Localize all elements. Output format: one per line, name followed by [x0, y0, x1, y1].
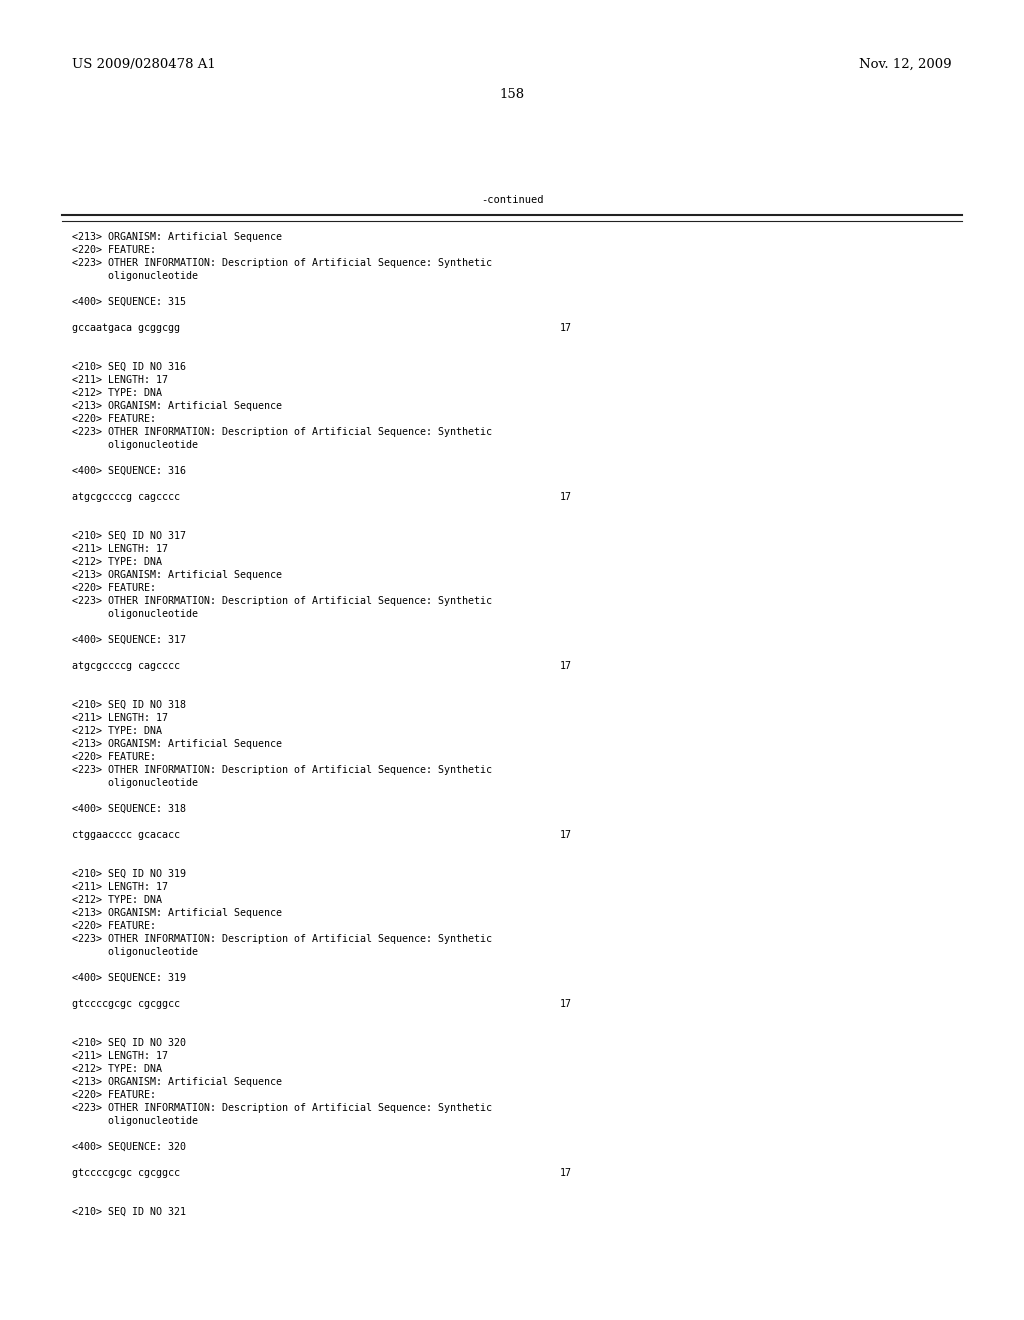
Text: 17: 17 — [560, 999, 572, 1008]
Text: oligonucleotide: oligonucleotide — [72, 440, 198, 450]
Text: <223> OTHER INFORMATION: Description of Artificial Sequence: Synthetic: <223> OTHER INFORMATION: Description of … — [72, 766, 492, 775]
Text: oligonucleotide: oligonucleotide — [72, 609, 198, 619]
Text: ctggaacccc gcacacc: ctggaacccc gcacacc — [72, 830, 180, 840]
Text: <210> SEQ ID NO 316: <210> SEQ ID NO 316 — [72, 362, 186, 372]
Text: US 2009/0280478 A1: US 2009/0280478 A1 — [72, 58, 216, 71]
Text: 17: 17 — [560, 830, 572, 840]
Text: Nov. 12, 2009: Nov. 12, 2009 — [859, 58, 952, 71]
Text: oligonucleotide: oligonucleotide — [72, 946, 198, 957]
Text: 17: 17 — [560, 1168, 572, 1177]
Text: gccaatgaca gcggcgg: gccaatgaca gcggcgg — [72, 323, 180, 333]
Text: oligonucleotide: oligonucleotide — [72, 1115, 198, 1126]
Text: <212> TYPE: DNA: <212> TYPE: DNA — [72, 557, 162, 568]
Text: <400> SEQUENCE: 317: <400> SEQUENCE: 317 — [72, 635, 186, 645]
Text: oligonucleotide: oligonucleotide — [72, 271, 198, 281]
Text: <223> OTHER INFORMATION: Description of Artificial Sequence: Synthetic: <223> OTHER INFORMATION: Description of … — [72, 257, 492, 268]
Text: atgcgccccg cagcccc: atgcgccccg cagcccc — [72, 492, 180, 502]
Text: 158: 158 — [500, 88, 524, 102]
Text: 17: 17 — [560, 661, 572, 671]
Text: <211> LENGTH: 17: <211> LENGTH: 17 — [72, 544, 168, 554]
Text: <211> LENGTH: 17: <211> LENGTH: 17 — [72, 375, 168, 385]
Text: 17: 17 — [560, 492, 572, 502]
Text: <220> FEATURE:: <220> FEATURE: — [72, 921, 156, 931]
Text: <210> SEQ ID NO 317: <210> SEQ ID NO 317 — [72, 531, 186, 541]
Text: <210> SEQ ID NO 321: <210> SEQ ID NO 321 — [72, 1206, 186, 1217]
Text: gtccccgcgc cgcggcc: gtccccgcgc cgcggcc — [72, 1168, 180, 1177]
Text: <400> SEQUENCE: 315: <400> SEQUENCE: 315 — [72, 297, 186, 308]
Text: <210> SEQ ID NO 320: <210> SEQ ID NO 320 — [72, 1038, 186, 1048]
Text: <223> OTHER INFORMATION: Description of Artificial Sequence: Synthetic: <223> OTHER INFORMATION: Description of … — [72, 597, 492, 606]
Text: <213> ORGANISM: Artificial Sequence: <213> ORGANISM: Artificial Sequence — [72, 401, 282, 411]
Text: <220> FEATURE:: <220> FEATURE: — [72, 752, 156, 762]
Text: <220> FEATURE:: <220> FEATURE: — [72, 246, 156, 255]
Text: <223> OTHER INFORMATION: Description of Artificial Sequence: Synthetic: <223> OTHER INFORMATION: Description of … — [72, 426, 492, 437]
Text: <211> LENGTH: 17: <211> LENGTH: 17 — [72, 1051, 168, 1061]
Text: <213> ORGANISM: Artificial Sequence: <213> ORGANISM: Artificial Sequence — [72, 232, 282, 242]
Text: <210> SEQ ID NO 319: <210> SEQ ID NO 319 — [72, 869, 186, 879]
Text: <400> SEQUENCE: 318: <400> SEQUENCE: 318 — [72, 804, 186, 814]
Text: <213> ORGANISM: Artificial Sequence: <213> ORGANISM: Artificial Sequence — [72, 739, 282, 748]
Text: <211> LENGTH: 17: <211> LENGTH: 17 — [72, 713, 168, 723]
Text: <211> LENGTH: 17: <211> LENGTH: 17 — [72, 882, 168, 892]
Text: <220> FEATURE:: <220> FEATURE: — [72, 414, 156, 424]
Text: gtccccgcgc cgcggcc: gtccccgcgc cgcggcc — [72, 999, 180, 1008]
Text: <220> FEATURE:: <220> FEATURE: — [72, 1090, 156, 1100]
Text: <213> ORGANISM: Artificial Sequence: <213> ORGANISM: Artificial Sequence — [72, 908, 282, 917]
Text: <223> OTHER INFORMATION: Description of Artificial Sequence: Synthetic: <223> OTHER INFORMATION: Description of … — [72, 1104, 492, 1113]
Text: <212> TYPE: DNA: <212> TYPE: DNA — [72, 895, 162, 906]
Text: 17: 17 — [560, 323, 572, 333]
Text: <400> SEQUENCE: 319: <400> SEQUENCE: 319 — [72, 973, 186, 983]
Text: <400> SEQUENCE: 316: <400> SEQUENCE: 316 — [72, 466, 186, 477]
Text: atgcgccccg cagcccc: atgcgccccg cagcccc — [72, 661, 180, 671]
Text: <223> OTHER INFORMATION: Description of Artificial Sequence: Synthetic: <223> OTHER INFORMATION: Description of … — [72, 935, 492, 944]
Text: <400> SEQUENCE: 320: <400> SEQUENCE: 320 — [72, 1142, 186, 1152]
Text: <212> TYPE: DNA: <212> TYPE: DNA — [72, 1064, 162, 1074]
Text: <212> TYPE: DNA: <212> TYPE: DNA — [72, 388, 162, 399]
Text: <213> ORGANISM: Artificial Sequence: <213> ORGANISM: Artificial Sequence — [72, 570, 282, 579]
Text: <213> ORGANISM: Artificial Sequence: <213> ORGANISM: Artificial Sequence — [72, 1077, 282, 1086]
Text: oligonucleotide: oligonucleotide — [72, 777, 198, 788]
Text: <210> SEQ ID NO 318: <210> SEQ ID NO 318 — [72, 700, 186, 710]
Text: <212> TYPE: DNA: <212> TYPE: DNA — [72, 726, 162, 737]
Text: <220> FEATURE:: <220> FEATURE: — [72, 583, 156, 593]
Text: -continued: -continued — [480, 195, 544, 205]
